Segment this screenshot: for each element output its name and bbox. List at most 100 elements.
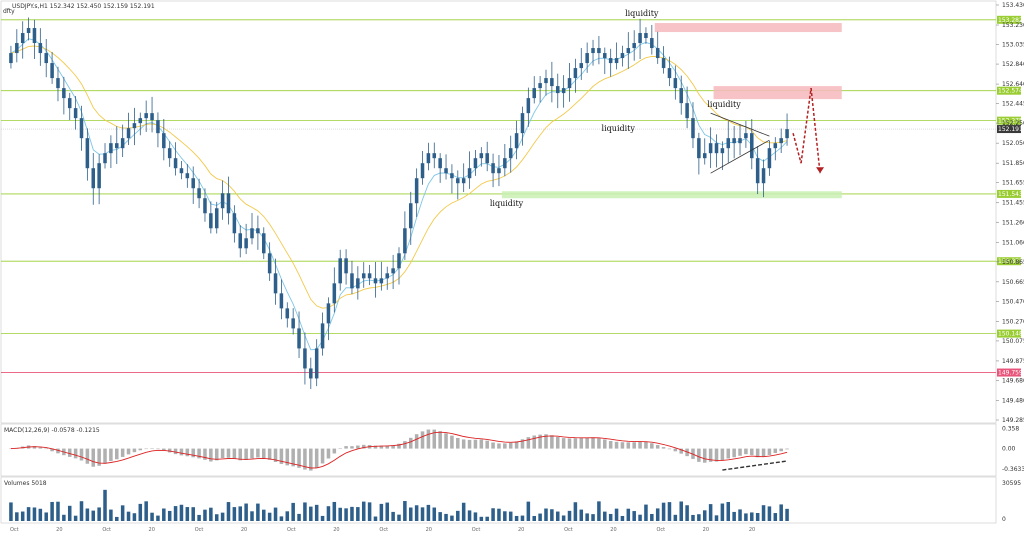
candle-body	[720, 148, 725, 154]
volume-bar	[767, 506, 772, 521]
macd-tick-label: 0.358	[1002, 425, 1019, 432]
candle-body	[514, 133, 519, 149]
macd-histogram-bar	[561, 438, 566, 449]
candle-body	[320, 323, 325, 349]
time-tick-label: Oct	[195, 527, 204, 533]
candle-body	[503, 158, 507, 169]
volume-bar	[38, 508, 43, 521]
candle-body	[779, 138, 783, 144]
price-tick-label: 149.480	[1002, 397, 1024, 404]
candle-body	[97, 163, 101, 189]
volume-bar	[50, 501, 54, 521]
macd-histogram-bar	[479, 439, 484, 449]
macd-histogram-bar	[667, 448, 672, 450]
macd-histogram-bar	[314, 448, 319, 468]
macd-histogram-bar	[297, 448, 301, 468]
candle-body	[150, 113, 154, 121]
volume-bar	[367, 502, 372, 521]
volume-bar	[344, 508, 348, 521]
macd-histogram-bar	[785, 448, 789, 450]
volume-bar	[267, 512, 272, 521]
volume-bar	[579, 509, 584, 521]
candle-body	[450, 173, 454, 179]
corner-label: dfty	[3, 8, 15, 15]
macd-histogram-bar	[450, 435, 454, 449]
candle-body	[50, 63, 54, 79]
candle-body	[744, 133, 748, 139]
level-tag-label: 150.148	[998, 331, 1023, 338]
macd-histogram-bar	[567, 438, 572, 449]
time-tick-label: 20	[426, 527, 432, 533]
volume-bar	[702, 510, 707, 521]
volume-bar	[597, 501, 601, 521]
candle-body	[220, 193, 225, 209]
macd-tick-label: -0.3633	[1002, 466, 1024, 473]
macd-histogram-bar	[608, 440, 613, 449]
candle-body	[91, 168, 96, 189]
volume-bar	[573, 502, 578, 521]
candle-body	[67, 98, 72, 109]
macd-pane: MACD(12,26,9) -0.0578 -0.1215 0.358 0.00 -…	[4, 425, 1024, 473]
macd-histogram-bar	[438, 431, 442, 449]
volume-bar	[279, 516, 284, 521]
candle-body	[262, 233, 266, 254]
macd-histogram-bar	[379, 445, 384, 449]
macd-histogram-bar	[732, 448, 736, 458]
time-tick-label: Oct	[472, 527, 481, 533]
volume-bar	[632, 511, 636, 521]
volume-bar	[15, 512, 19, 521]
volume-bar	[591, 514, 595, 521]
price-tick-label: 153.035	[1002, 42, 1024, 49]
candle-body	[373, 278, 378, 284]
macd-histogram-bar	[67, 448, 72, 457]
candle-body	[473, 158, 478, 169]
macd-histogram-bar	[714, 448, 719, 462]
macd-histogram-bar	[120, 448, 125, 457]
macd-histogram-bar	[555, 436, 560, 449]
volume-bar	[691, 514, 695, 521]
volume-bar	[256, 503, 260, 521]
volume-bar	[56, 501, 60, 521]
volume-bar	[567, 510, 572, 521]
time-tick-label: Oct	[102, 527, 111, 533]
candle-body	[26, 28, 31, 34]
volume-bar	[561, 515, 566, 521]
volume-pane-frame	[0, 476, 997, 524]
candle-body	[655, 48, 660, 59]
macd-histogram-bar	[620, 442, 625, 449]
candle-body	[326, 303, 331, 324]
volume-bar	[550, 509, 554, 521]
volume-bar	[685, 505, 689, 521]
price-tick-label: 149.875	[1002, 358, 1024, 365]
macd-histogram-bar	[285, 448, 290, 466]
macd-histogram-bar	[391, 445, 395, 449]
macd-histogram-bar	[56, 448, 60, 454]
candle-body	[44, 53, 48, 64]
volume-bar	[214, 514, 219, 521]
macd-histogram-bar	[338, 448, 342, 449]
volume-bar	[9, 502, 13, 521]
time-tick-label: Oct	[379, 527, 388, 533]
volume-bar	[138, 503, 143, 521]
candle-body	[567, 78, 572, 89]
candle-body	[485, 153, 489, 164]
macd-histogram-bar	[279, 448, 284, 464]
volume-tick-label: 0	[1002, 516, 1006, 523]
volume-bar	[203, 509, 207, 521]
macd-histogram-bar	[179, 448, 184, 456]
candle-body	[226, 193, 231, 214]
level-tag	[997, 86, 1021, 95]
candle-body	[350, 273, 354, 289]
macd-histogram-bar	[456, 437, 460, 449]
volume-bar	[644, 504, 648, 521]
volume-bar	[620, 515, 625, 521]
macd-histogram-bar	[262, 448, 266, 459]
volume-bar	[297, 513, 301, 521]
candle-body	[691, 118, 695, 139]
time-tick-label: 20	[333, 527, 339, 533]
candle-body	[626, 48, 631, 54]
candle-body	[538, 83, 542, 89]
candle-body	[338, 258, 342, 284]
